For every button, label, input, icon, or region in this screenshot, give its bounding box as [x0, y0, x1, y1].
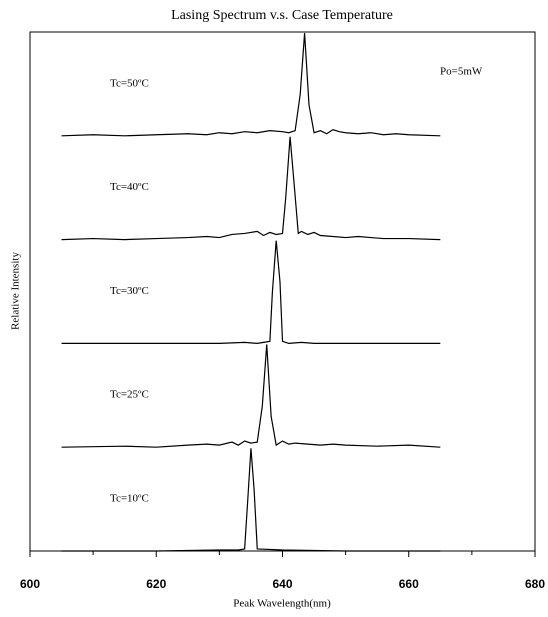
x-axis-label: Peak Wavelength(nm) — [233, 598, 331, 610]
series-label: Tc=40ºC — [110, 181, 149, 193]
series-label: Tc=50ºC — [110, 77, 149, 89]
spectrum-line — [61, 136, 441, 241]
series-label: Tc=30ºC — [110, 285, 149, 297]
annotation: Po=5mW — [440, 66, 483, 78]
chart-title: Lasing Spectrum v.s. Case Temperature — [171, 8, 393, 23]
x-tick-label: 600 — [20, 577, 40, 591]
spectrum-line — [61, 448, 441, 552]
x-tick-label: 660 — [399, 577, 419, 591]
x-tick-label: 620 — [146, 577, 166, 591]
y-axis-label: Relative Intensity — [10, 252, 22, 330]
spectrum-line — [61, 240, 441, 345]
series-label: Tc=10ºC — [110, 493, 149, 505]
spectrum-line — [61, 344, 441, 448]
spectrum-line — [61, 32, 441, 137]
plot-frame — [29, 31, 536, 552]
x-tick-label: 680 — [525, 577, 545, 591]
x-tick-label: 640 — [272, 577, 292, 591]
series-label: Tc=25ºC — [110, 389, 149, 401]
